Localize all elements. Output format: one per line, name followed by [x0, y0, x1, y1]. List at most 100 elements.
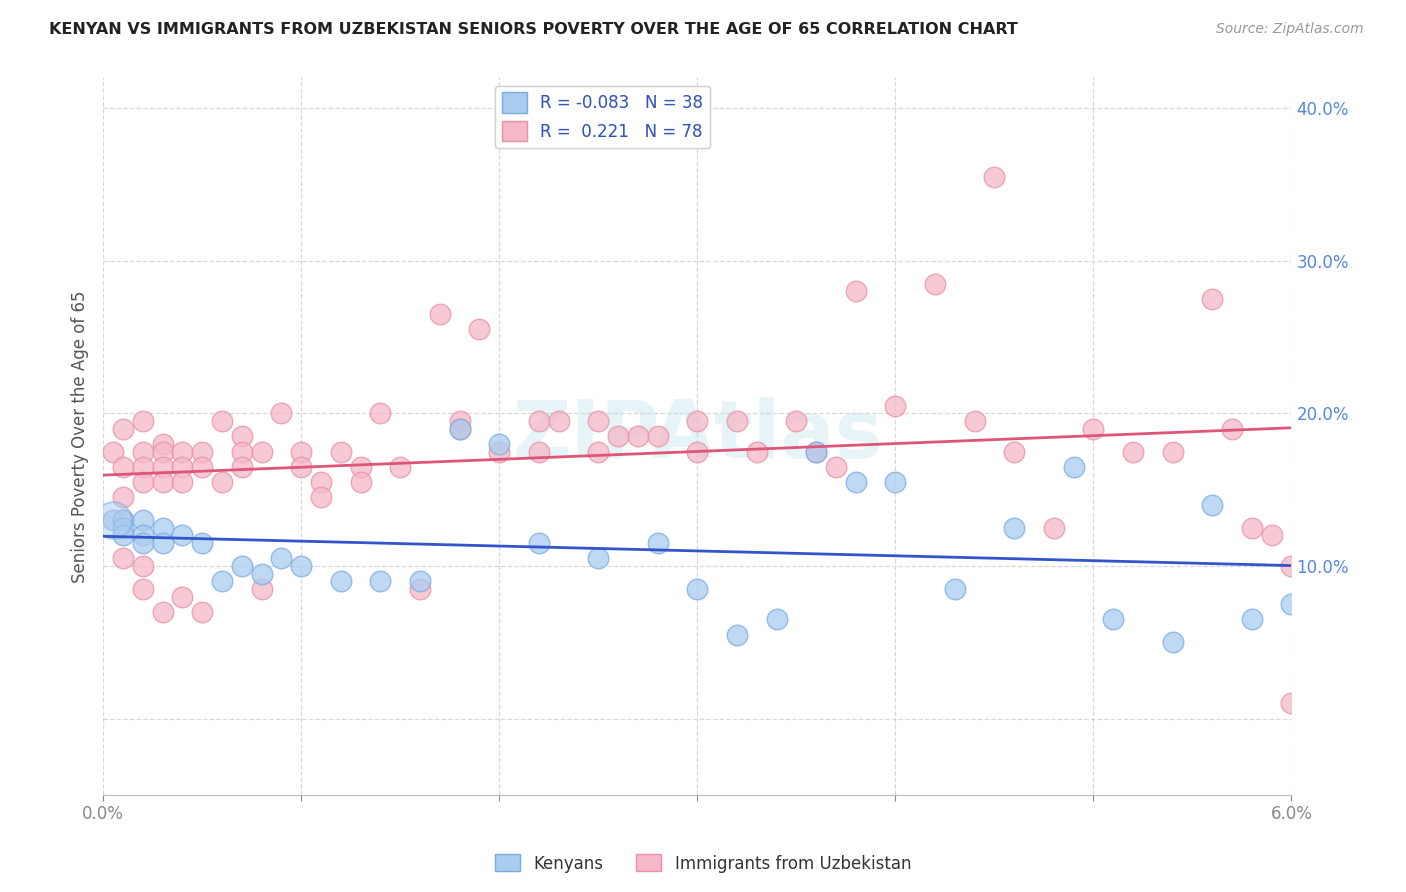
- Point: [349, 475, 371, 489]
- Point: [1201, 292, 1223, 306]
- Point: [309, 475, 332, 489]
- Point: [101, 444, 124, 458]
- Point: [152, 437, 174, 451]
- Point: [111, 422, 134, 436]
- Point: [449, 422, 471, 436]
- Point: [290, 559, 312, 574]
- Point: [804, 444, 827, 458]
- Point: [588, 414, 610, 428]
- Y-axis label: Seniors Poverty Over the Age of 65: Seniors Poverty Over the Age of 65: [72, 290, 89, 582]
- Point: [111, 521, 134, 535]
- Point: [884, 475, 907, 489]
- Point: [191, 444, 214, 458]
- Point: [686, 414, 709, 428]
- Point: [588, 444, 610, 458]
- Point: [111, 513, 134, 527]
- Point: [686, 444, 709, 458]
- Point: [785, 414, 807, 428]
- Point: [231, 429, 253, 443]
- Point: [845, 475, 868, 489]
- Point: [725, 414, 748, 428]
- Point: [101, 513, 124, 527]
- Point: [132, 414, 155, 428]
- Point: [825, 459, 848, 474]
- Point: [1240, 612, 1263, 626]
- Point: [270, 551, 292, 566]
- Point: [429, 307, 451, 321]
- Point: [172, 528, 194, 542]
- Point: [1281, 597, 1303, 611]
- Point: [132, 536, 155, 550]
- Point: [588, 551, 610, 566]
- Point: [101, 513, 124, 527]
- Point: [132, 513, 155, 527]
- Point: [132, 444, 155, 458]
- Point: [943, 582, 966, 596]
- Point: [172, 459, 194, 474]
- Point: [172, 475, 194, 489]
- Point: [745, 444, 768, 458]
- Point: [765, 612, 787, 626]
- Point: [250, 566, 273, 581]
- Point: [725, 628, 748, 642]
- Point: [488, 444, 510, 458]
- Point: [686, 582, 709, 596]
- Point: [211, 475, 233, 489]
- Point: [1201, 498, 1223, 512]
- Point: [1063, 459, 1085, 474]
- Legend: R = -0.083   N = 38, R =  0.221   N = 78: R = -0.083 N = 38, R = 0.221 N = 78: [495, 86, 710, 148]
- Point: [1240, 521, 1263, 535]
- Point: [1002, 444, 1025, 458]
- Point: [111, 513, 134, 527]
- Point: [389, 459, 412, 474]
- Point: [172, 590, 194, 604]
- Point: [370, 574, 392, 589]
- Legend: Kenyans, Immigrants from Uzbekistan: Kenyans, Immigrants from Uzbekistan: [488, 847, 918, 880]
- Point: [250, 444, 273, 458]
- Point: [804, 444, 827, 458]
- Point: [468, 322, 491, 336]
- Point: [152, 459, 174, 474]
- Point: [409, 574, 432, 589]
- Point: [250, 582, 273, 596]
- Point: [449, 422, 471, 436]
- Point: [1260, 528, 1282, 542]
- Point: [231, 444, 253, 458]
- Point: [1220, 422, 1243, 436]
- Point: [191, 459, 214, 474]
- Point: [1042, 521, 1064, 535]
- Point: [963, 414, 986, 428]
- Point: [409, 582, 432, 596]
- Point: [1002, 521, 1025, 535]
- Point: [547, 414, 569, 428]
- Point: [1102, 612, 1125, 626]
- Point: [647, 429, 669, 443]
- Point: [329, 574, 352, 589]
- Point: [607, 429, 630, 443]
- Point: [1122, 444, 1144, 458]
- Point: [152, 605, 174, 619]
- Point: [132, 475, 155, 489]
- Point: [924, 277, 946, 291]
- Point: [111, 491, 134, 505]
- Point: [983, 169, 1005, 184]
- Point: [111, 528, 134, 542]
- Point: [132, 559, 155, 574]
- Point: [1281, 697, 1303, 711]
- Point: [211, 414, 233, 428]
- Point: [647, 536, 669, 550]
- Point: [152, 475, 174, 489]
- Point: [370, 406, 392, 420]
- Point: [152, 444, 174, 458]
- Point: [191, 605, 214, 619]
- Point: [111, 551, 134, 566]
- Text: KENYAN VS IMMIGRANTS FROM UZBEKISTAN SENIORS POVERTY OVER THE AGE OF 65 CORRELAT: KENYAN VS IMMIGRANTS FROM UZBEKISTAN SEN…: [49, 22, 1018, 37]
- Point: [290, 459, 312, 474]
- Point: [172, 444, 194, 458]
- Point: [152, 536, 174, 550]
- Point: [1161, 444, 1184, 458]
- Point: [627, 429, 650, 443]
- Point: [231, 559, 253, 574]
- Point: [132, 459, 155, 474]
- Text: Source: ZipAtlas.com: Source: ZipAtlas.com: [1216, 22, 1364, 37]
